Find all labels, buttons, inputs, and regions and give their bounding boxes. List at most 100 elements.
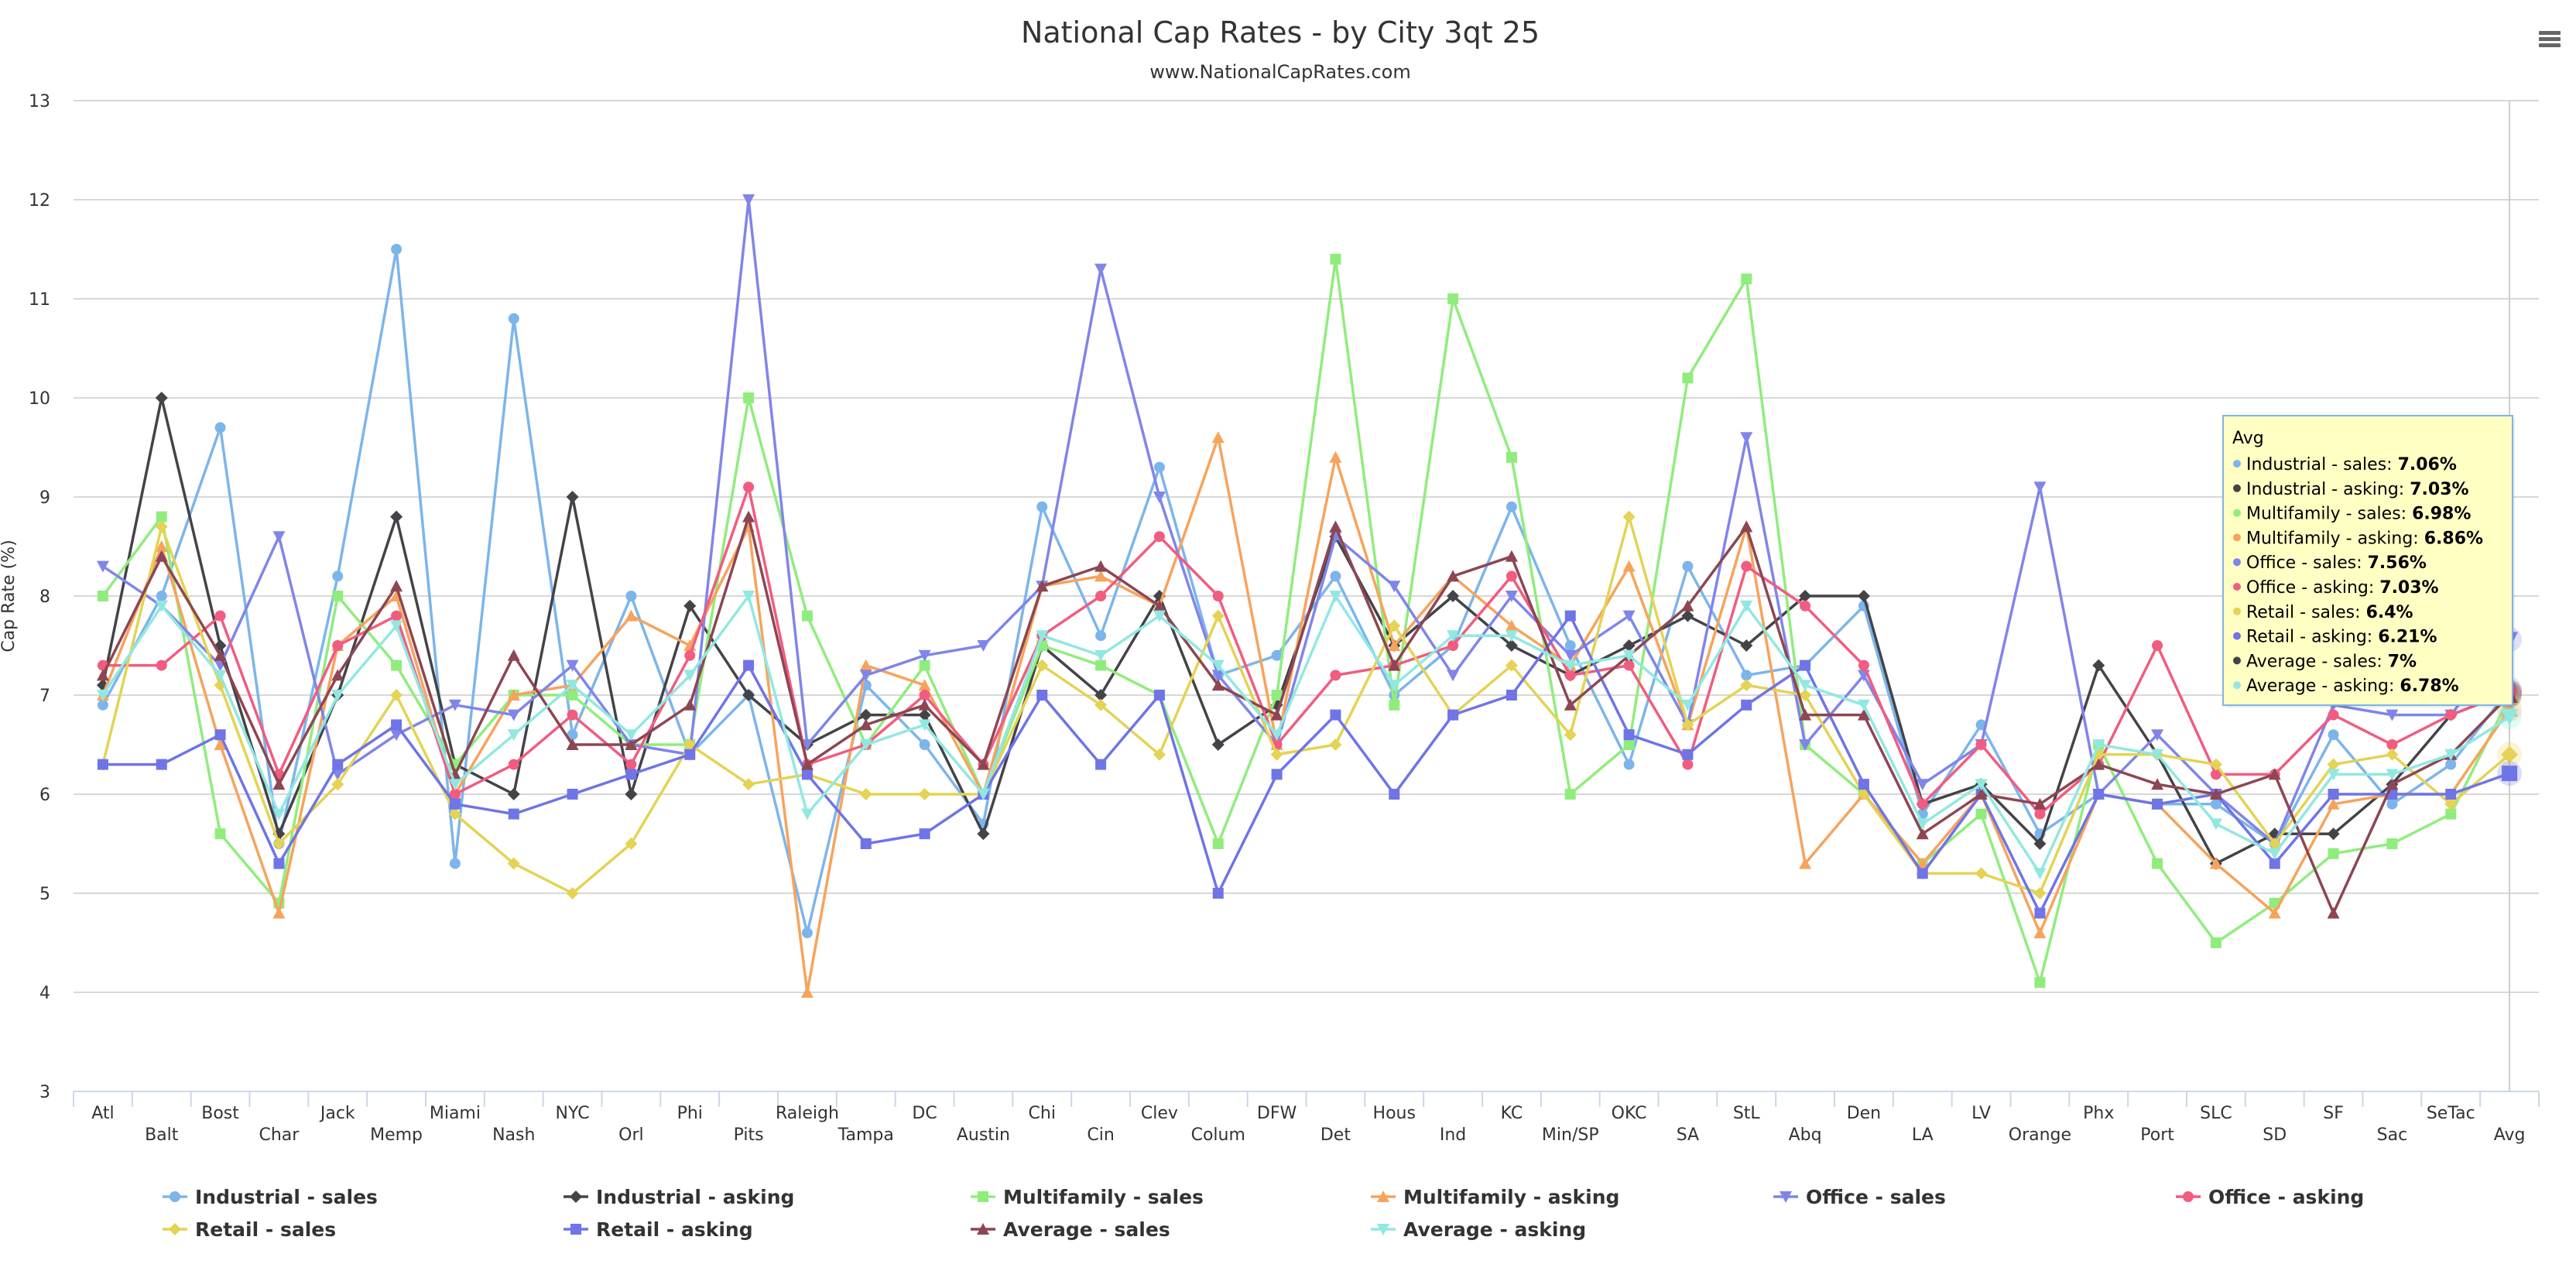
data-point[interactable] bbox=[2033, 927, 2047, 939]
data-point[interactable] bbox=[1330, 253, 1341, 265]
legend-label[interactable]: Average - asking bbox=[1403, 1218, 1586, 1241]
data-point[interactable] bbox=[331, 690, 344, 701]
data-point[interactable] bbox=[1447, 570, 1460, 582]
data-point[interactable] bbox=[155, 600, 168, 612]
data-point[interactable] bbox=[1094, 698, 1108, 711]
data-point[interactable] bbox=[1505, 630, 1518, 642]
data-point[interactable] bbox=[1682, 560, 1694, 572]
data-point[interactable] bbox=[2034, 808, 2046, 820]
data-point[interactable] bbox=[1447, 293, 1459, 304]
data-point[interactable] bbox=[1564, 659, 1577, 672]
data-point[interactable] bbox=[507, 788, 520, 800]
data-point[interactable] bbox=[2327, 797, 2340, 810]
legend-label[interactable]: Industrial - asking bbox=[596, 1186, 794, 1208]
data-point[interactable] bbox=[507, 729, 520, 742]
data-point[interactable] bbox=[1447, 670, 1460, 682]
data-point[interactable] bbox=[1095, 759, 1107, 770]
data-point[interactable] bbox=[1270, 729, 1283, 742]
data-point[interactable] bbox=[2268, 848, 2281, 860]
data-point[interactable] bbox=[918, 788, 931, 800]
data-point[interactable] bbox=[1623, 739, 1635, 750]
data-point[interactable] bbox=[1211, 738, 1225, 751]
data-point[interactable] bbox=[2268, 838, 2281, 850]
data-point[interactable] bbox=[1153, 461, 1165, 473]
data-point[interactable] bbox=[390, 620, 403, 632]
data-point[interactable] bbox=[2386, 769, 2399, 781]
data-point[interactable] bbox=[97, 591, 108, 601]
data-point[interactable] bbox=[449, 858, 461, 869]
data-point[interactable] bbox=[1153, 690, 1165, 701]
data-point[interactable] bbox=[1212, 591, 1224, 601]
data-point[interactable] bbox=[390, 729, 403, 742]
data-point[interactable] bbox=[1564, 649, 1577, 662]
data-point[interactable] bbox=[1506, 451, 1517, 463]
data-point[interactable] bbox=[2445, 709, 2457, 721]
data-point[interactable] bbox=[2269, 858, 2280, 869]
data-point[interactable] bbox=[507, 689, 520, 701]
data-point[interactable] bbox=[1564, 789, 1576, 800]
data-point[interactable] bbox=[331, 669, 344, 681]
data-point[interactable] bbox=[743, 481, 755, 493]
data-point[interactable] bbox=[1858, 659, 1869, 671]
data-point[interactable] bbox=[2327, 906, 2340, 919]
series-line[interactable] bbox=[101, 515, 2511, 915]
data-point[interactable] bbox=[156, 759, 167, 770]
data-point[interactable] bbox=[977, 827, 990, 841]
data-point[interactable] bbox=[1211, 609, 1225, 622]
data-point[interactable] bbox=[1094, 649, 1108, 662]
data-point[interactable] bbox=[1153, 610, 1166, 622]
data-point[interactable] bbox=[567, 789, 578, 800]
data-point[interactable] bbox=[1505, 591, 1518, 602]
data-point[interactable] bbox=[566, 887, 579, 899]
data-point[interactable] bbox=[742, 591, 755, 602]
data-point[interactable] bbox=[1975, 808, 1987, 820]
data-point[interactable] bbox=[1681, 718, 1694, 731]
data-point[interactable] bbox=[507, 857, 520, 870]
data-point[interactable] bbox=[2209, 857, 2222, 869]
data-point[interactable] bbox=[1330, 570, 1341, 582]
data-point[interactable] bbox=[1857, 699, 1870, 711]
legend-marker[interactable] bbox=[169, 1223, 181, 1235]
data-point[interactable] bbox=[1975, 739, 1987, 750]
data-point[interactable] bbox=[507, 649, 520, 661]
legend-item-industrial-sales[interactable]: Industrial - sales bbox=[163, 1186, 378, 1208]
data-point[interactable] bbox=[625, 769, 637, 780]
data-point[interactable] bbox=[859, 708, 872, 721]
data-point[interactable] bbox=[2502, 766, 2518, 782]
legend-label[interactable]: Average - sales bbox=[1003, 1218, 1170, 1241]
legend-marker[interactable] bbox=[1377, 1224, 1389, 1235]
data-point[interactable] bbox=[625, 591, 637, 601]
series-line[interactable] bbox=[102, 485, 2510, 816]
data-point[interactable] bbox=[1681, 609, 1694, 622]
data-point[interactable] bbox=[800, 739, 814, 751]
data-point[interactable] bbox=[1329, 591, 1342, 602]
data-point[interactable] bbox=[1916, 779, 1929, 791]
legend-label[interactable]: Retail - sales bbox=[195, 1218, 336, 1241]
data-point[interactable] bbox=[391, 659, 402, 671]
data-point[interactable] bbox=[1857, 590, 1870, 602]
legend-label[interactable]: Industrial - sales bbox=[195, 1186, 378, 1208]
legend-item-retail-asking[interactable]: Retail - asking bbox=[564, 1218, 753, 1241]
data-point[interactable] bbox=[1623, 659, 1635, 671]
data-point[interactable] bbox=[2444, 749, 2458, 761]
data-point[interactable] bbox=[2152, 640, 2163, 651]
data-point[interactable] bbox=[391, 610, 402, 622]
data-point[interactable] bbox=[859, 670, 872, 682]
data-point[interactable] bbox=[1917, 868, 1928, 879]
data-point[interactable] bbox=[97, 699, 108, 711]
data-point[interactable] bbox=[214, 422, 226, 433]
data-point[interactable] bbox=[2033, 838, 2047, 850]
data-point[interactable] bbox=[742, 194, 755, 206]
data-point[interactable] bbox=[1389, 699, 1400, 711]
legend-item-multifamily-asking[interactable]: Multifamily - asking bbox=[1371, 1186, 1619, 1208]
data-point[interactable] bbox=[331, 778, 344, 791]
data-point[interactable] bbox=[448, 807, 461, 820]
data-point[interactable] bbox=[508, 313, 519, 324]
data-point[interactable] bbox=[2501, 745, 2519, 763]
data-point[interactable] bbox=[1447, 590, 1460, 602]
legend-label[interactable]: Retail - asking bbox=[596, 1218, 753, 1241]
data-point[interactable] bbox=[2092, 758, 2105, 770]
data-point[interactable] bbox=[1505, 619, 1518, 632]
data-point[interactable] bbox=[2386, 709, 2399, 721]
data-point[interactable] bbox=[156, 511, 167, 522]
